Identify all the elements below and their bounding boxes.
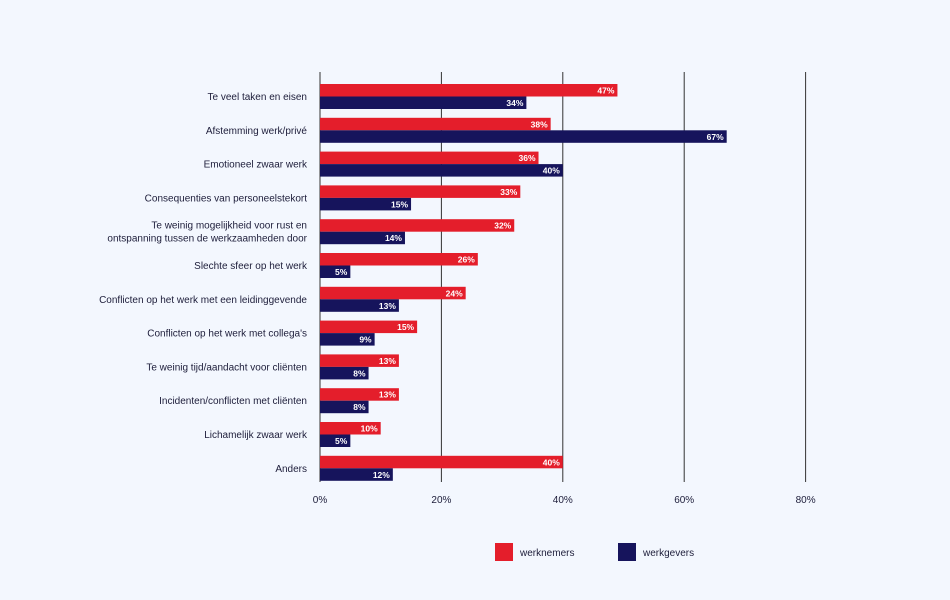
bar-werkgevers-9 [320,400,369,414]
bar-werkgevers-11 [320,468,393,481]
bar-werkgevers-10 [320,434,351,447]
bar-value-label: 34% [506,98,523,108]
x-tick-label: 80% [796,495,816,506]
bar-value-label: 8% [353,368,366,378]
bar-werknemers-0 [320,84,618,97]
bar-werknemers-5 [320,253,478,266]
legend-label-werkgevers: werkgevers [642,548,694,559]
bar-value-label: 67% [707,132,724,142]
bar-werknemers-10 [320,422,381,435]
x-tick-label: 40% [553,495,573,506]
bar-werknemers-3 [320,185,521,198]
bar-werknemers-7 [320,320,418,334]
category-label: Te weinig mogelijkheid voor rust en [151,221,307,232]
bar-value-label: 40% [543,166,560,176]
x-tick-label: 0% [313,495,328,506]
bar-value-label: 38% [531,119,548,129]
bar-value-label: 24% [446,288,463,298]
category-label: Lichamelijk zwaar werk [204,430,308,441]
legend-swatch-werknemers [495,543,513,561]
bar-value-label: 5% [335,436,348,446]
bar-werknemers-9 [320,388,399,401]
bar-value-label: 13% [379,356,396,366]
bar-value-label: 12% [373,470,390,480]
x-tick-label: 60% [674,495,694,506]
bar-value-label: 32% [494,221,511,231]
category-label: Te weinig tijd/aandacht voor cliënten [146,362,307,373]
bar-value-label: 33% [500,187,517,197]
category-label: Emotioneel zwaar werk [204,160,308,171]
bar-value-label: 47% [597,85,614,95]
bar-werknemers-8 [320,354,399,367]
bar-value-label: 13% [379,390,396,400]
bar-werkgevers-1 [320,130,727,143]
bar-werknemers-4 [320,219,515,232]
category-label: Slechte sfeer op het werk [194,261,308,272]
bar-value-label: 40% [543,457,560,467]
bar-werkgevers-0 [320,96,527,109]
bar-werkgevers-7 [320,333,375,346]
category-label: Conflicten op het werk met collega's [147,329,307,340]
bar-werkgevers-3 [320,197,412,211]
bar-werkgevers-6 [320,299,399,312]
bar-value-label: 36% [519,153,536,163]
bar-value-label: 15% [397,322,414,332]
bar-werkgevers-5 [320,265,351,278]
category-label: Conflicten op het werk met een leidingge… [99,295,307,306]
legend-label-werknemers: werknemers [519,548,574,559]
bar-value-label: 13% [379,301,396,311]
legend: werknemers werkgevers [495,543,694,561]
bar-werknemers-11 [320,455,563,469]
x-tick-label: 20% [431,495,451,506]
bar-value-label: 9% [359,335,372,345]
bars: 47% 34% 38% 67% 36% 40% 33% 15% 32% 14% 26% 5% 24% 13… [320,84,727,481]
bar-value-label: 15% [391,199,408,209]
category-label: Afstemming werk/privé [206,126,308,137]
bar-werkgevers-2 [320,164,563,177]
bar-value-label: 8% [353,402,366,412]
legend-swatch-werkgevers [618,543,636,561]
category-label: Consequenties van personeelstekort [145,193,308,204]
category-label: ontspanning tussen de werkzaamheden door [107,234,307,245]
x-axis-ticks: 0% 20% 40% 60% 80% [313,495,816,506]
bar-value-label: 14% [385,233,402,243]
category-labels: Te veel taken en eisen Afstemming werk/pr… [99,92,308,475]
bar-value-label: 10% [361,423,378,433]
category-label: Anders [275,464,307,475]
bar-werknemers-2 [320,151,539,165]
bar-werkgevers-8 [320,366,369,380]
bar-value-label: 5% [335,267,348,277]
bar-value-label: 26% [458,254,475,264]
bar-werkgevers-4 [320,231,405,245]
bar-werknemers-1 [320,117,551,131]
category-label: Te veel taken en eisen [207,92,307,103]
category-label: Incidenten/conflicten met cliënten [159,396,307,407]
bar-werknemers-6 [320,286,466,300]
